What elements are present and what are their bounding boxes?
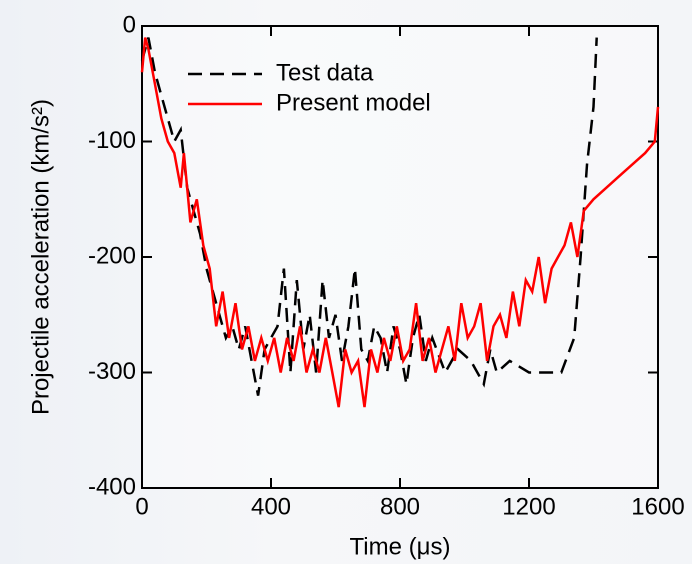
- x-tick-label: 1200: [502, 493, 555, 520]
- x-axis-label: Time (μs): [350, 533, 451, 560]
- data-line: [140, 37, 598, 396]
- data-line: [140, 37, 660, 408]
- y-tick-label: -400: [88, 473, 136, 500]
- legend-label: Test data: [276, 59, 374, 86]
- y-tick-label: -200: [88, 242, 136, 269]
- y-tick-label: -300: [88, 358, 136, 385]
- x-tick-label: 0: [135, 493, 148, 520]
- x-tick-label: 800: [380, 493, 420, 520]
- legend-label: Present model: [276, 89, 431, 116]
- y-tick-label: 0: [123, 11, 136, 38]
- x-tick-label: 400: [251, 493, 291, 520]
- y-axis-label: Projectile acceleration (km/s²): [27, 99, 54, 415]
- y-tick-label: -100: [88, 127, 136, 154]
- x-tick-label: 1600: [631, 493, 684, 520]
